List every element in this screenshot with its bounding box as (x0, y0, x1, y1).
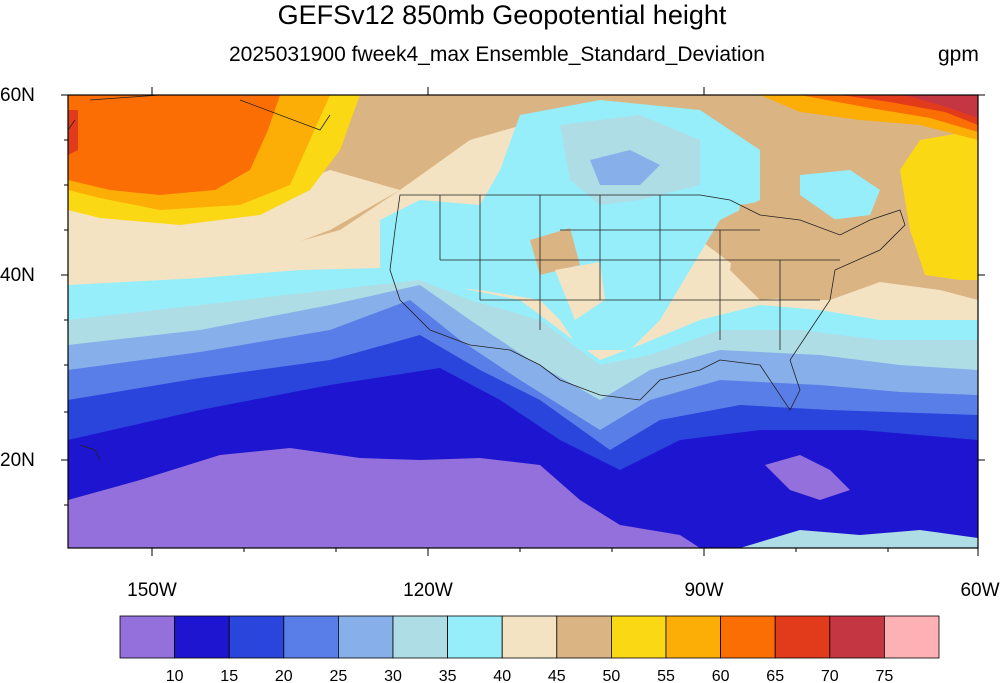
map-outlines (68, 95, 906, 461)
colorbar-label: 15 (220, 668, 238, 683)
colorbar-swatch (720, 615, 776, 659)
colorbar-swatch (337, 615, 394, 659)
colorbar: 10 15 20 25 30 35 40 45 50 55 60 65 70 75 (119, 615, 940, 683)
lat-label-20n: 20N (0, 450, 35, 471)
colorbar-swatch (447, 615, 503, 659)
colorbar-swatch (884, 615, 940, 659)
colorbar-label: 20 (275, 668, 293, 683)
colorbar-swatch (392, 615, 448, 659)
colorbar-label: 50 (603, 668, 621, 683)
map-frame (67, 94, 979, 549)
contour-field (68, 95, 978, 548)
colorbar-swatch (556, 615, 612, 659)
colorbar-swatch (611, 615, 667, 659)
lon-label-90w: 90W (684, 580, 723, 601)
lat-label-40n: 40N (0, 265, 35, 286)
plot-subtitle: 2025031900 fweek4_max Ensemble_Standard_… (229, 43, 765, 66)
colorbar-swatch (119, 615, 175, 659)
colorbar-swatch (283, 615, 339, 659)
axis-ticks (61, 87, 985, 556)
colorbar-label: 10 (166, 668, 184, 683)
colorbar-label: 70 (821, 668, 839, 683)
colorbar-swatch (774, 615, 831, 659)
units-label: gpm (938, 43, 979, 66)
lon-label-120w: 120W (403, 580, 453, 601)
colorbar-swatch (665, 615, 721, 659)
plot-title: GEFSv12 850mb Geopotential height (277, 0, 727, 30)
lat-label-60n: 60N (0, 85, 35, 106)
colorbar-label: 40 (493, 668, 511, 683)
colorbar-label: 60 (712, 668, 730, 683)
lon-label-60w: 60W (960, 580, 999, 601)
lon-label-150w: 150W (127, 580, 177, 601)
colorbar-label: 55 (657, 668, 675, 683)
colorbar-swatch (829, 615, 885, 659)
colorbar-label: 25 (330, 668, 348, 683)
colorbar-label: 75 (876, 668, 894, 683)
colorbar-swatch (228, 615, 285, 659)
colorbar-swatch (174, 615, 230, 659)
colorbar-label: 30 (384, 668, 402, 683)
colorbar-label: 35 (439, 668, 457, 683)
colorbar-label: 65 (766, 668, 784, 683)
colorbar-label: 45 (548, 668, 566, 683)
colorbar-swatch (501, 615, 558, 659)
